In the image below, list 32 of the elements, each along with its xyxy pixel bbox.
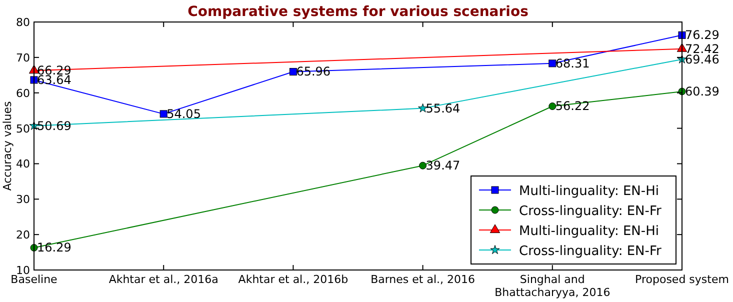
data-label: 76.29 — [685, 28, 720, 42]
data-label: 60.39 — [685, 84, 720, 98]
y-tick-label: 40 — [16, 158, 30, 171]
y-tick-label: 70 — [16, 51, 30, 64]
point — [419, 162, 427, 170]
y-tick-label: 50 — [16, 122, 30, 136]
x-tick-label: Singhal and Bhattacharyya, 2016 — [494, 273, 610, 299]
point — [548, 60, 556, 68]
data-label: 16.29 — [37, 240, 72, 255]
point — [678, 31, 686, 39]
point — [30, 76, 38, 84]
legend-label: Multi-linguality: EN-Hi — [519, 224, 659, 239]
y-tick-label: 20 — [16, 228, 30, 242]
data-label: 39.47 — [426, 158, 460, 173]
x-tick-label: Barnes et al., 2016 — [370, 273, 476, 286]
x-tick-label: Akhtar et al., 2016b — [238, 273, 348, 286]
legend-label: Cross-linguality: EN-Fr — [519, 204, 662, 219]
point — [548, 102, 556, 110]
point — [289, 68, 297, 76]
point — [160, 110, 168, 118]
x-tick-label: Proposed system — [635, 273, 729, 286]
data-label: 68.31 — [555, 56, 590, 70]
chart-title: Comparative systems for various scenarios — [188, 4, 528, 20]
y-tick-label: 30 — [16, 193, 30, 206]
x-tick-label: Akhtar et al., 2016a — [108, 273, 218, 286]
y-tick-label: 80 — [16, 16, 30, 29]
legend-label: Multi-linguality: EN-Hi — [519, 184, 659, 199]
y-tick-label: 60 — [16, 86, 30, 100]
data-label: 55.64 — [426, 101, 460, 116]
legend-label: Cross-linguality: EN-Fr — [519, 244, 662, 259]
y-axis-title: Accuracy values — [1, 100, 14, 191]
data-label: 54.05 — [166, 106, 201, 121]
